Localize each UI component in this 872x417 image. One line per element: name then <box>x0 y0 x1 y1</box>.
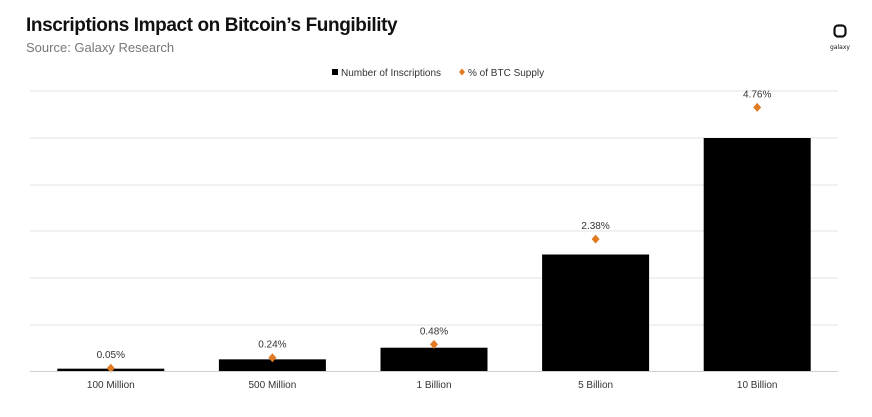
data-label-0: 0.05% <box>97 350 125 361</box>
legend-label-marker: % of BTC Supply <box>468 68 544 79</box>
bar-1 <box>218 359 326 371</box>
x-tick-label-1: 500 Million <box>248 380 296 391</box>
marker-2 <box>430 339 438 349</box>
data-label-2: 0.48% <box>420 326 448 337</box>
x-tick-label-4: 10 Billion <box>737 380 778 391</box>
marker-3 <box>591 234 600 244</box>
legend-label-bars: Number of Inscriptions <box>341 68 441 79</box>
gridlines <box>30 90 838 326</box>
galaxy-logo: galaxy <box>829 24 851 51</box>
bar-2 <box>380 347 488 371</box>
marker-0 <box>106 363 115 373</box>
bar-3 <box>542 254 650 371</box>
legend: Number of Inscriptions % of BTC Supply <box>332 68 544 79</box>
chart-title: Inscriptions Impact on Bitcoin’s Fungibi… <box>26 15 398 36</box>
chart-subtitle: Source: Galaxy Research <box>26 40 175 55</box>
bar-4 <box>703 138 811 371</box>
legend-swatch-bars <box>332 69 338 75</box>
marker-series <box>106 102 762 373</box>
data-labels: 0.05% 0.24% 0.48% 2.38% 4.76% <box>97 89 772 361</box>
x-tick-label-3: 5 Billion <box>578 380 613 391</box>
data-label-4: 4.76% <box>743 89 771 100</box>
legend-swatch-marker <box>459 68 465 76</box>
x-axis-ticks: 100 Million 500 Million 1 Billion 5 Billion… <box>30 371 838 391</box>
x-tick-label-0: 100 Million <box>87 380 135 391</box>
galaxy-logo-text: galaxy <box>830 44 850 51</box>
data-label-3: 2.38% <box>581 221 609 232</box>
marker-4 <box>753 102 762 112</box>
x-tick-label-2: 1 Billion <box>416 380 451 391</box>
data-label-1: 0.24% <box>258 340 286 351</box>
galaxy-logo-icon <box>833 24 847 38</box>
marker-1 <box>268 353 277 363</box>
